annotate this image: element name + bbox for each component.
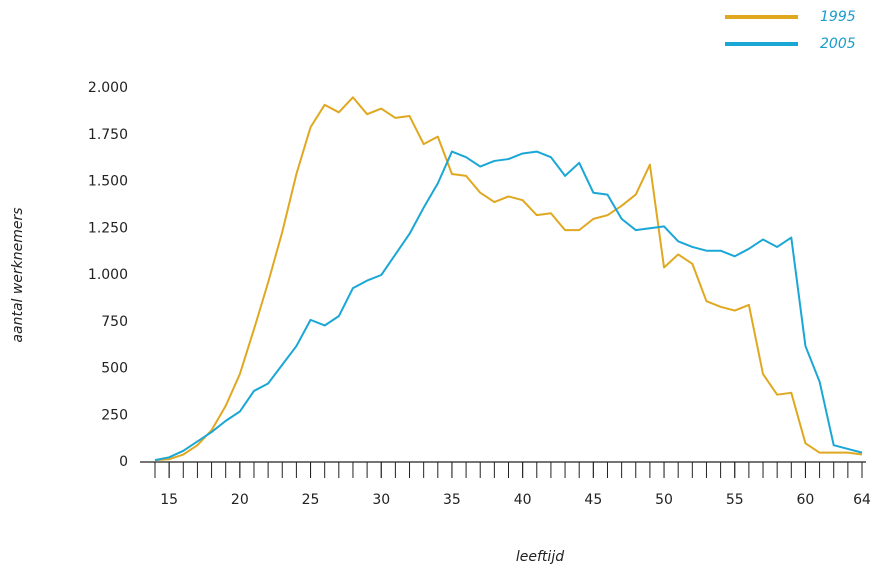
x-tick-label: 20 — [231, 492, 249, 508]
y-tick-label: 750 — [101, 314, 128, 330]
x-tick-label: 35 — [443, 492, 461, 508]
x-tick-label: 60 — [797, 492, 815, 508]
series-line — [154, 96, 863, 462]
x-axis-label: leeftijd — [516, 549, 564, 565]
y-tick-label: 1.750 — [88, 127, 128, 143]
x-tick-label: 40 — [514, 492, 532, 508]
y-axis-label: aantal werknemers — [10, 207, 26, 342]
x-tick-label: 50 — [655, 492, 673, 508]
legend-label: 1995 — [820, 9, 856, 25]
y-tick-label: 1.250 — [88, 220, 128, 236]
x-tick-label: 45 — [584, 492, 602, 508]
y-tick-label: 2.000 — [88, 80, 128, 96]
x-tick-label: 55 — [726, 492, 744, 508]
series-line — [154, 150, 863, 462]
y-tick-label: 0 — [119, 454, 128, 470]
x-tick-label: 30 — [372, 492, 390, 508]
x-tick-label: 64 — [853, 492, 871, 508]
y-tick-label: 250 — [101, 407, 128, 423]
y-tick-label: 1.000 — [88, 267, 128, 283]
y-tick-label: 1.500 — [88, 174, 128, 190]
x-tick-label: 25 — [302, 492, 320, 508]
legend-label: 2005 — [820, 36, 856, 52]
y-tick-label: 500 — [101, 361, 128, 377]
x-tick-label: 15 — [160, 492, 178, 508]
